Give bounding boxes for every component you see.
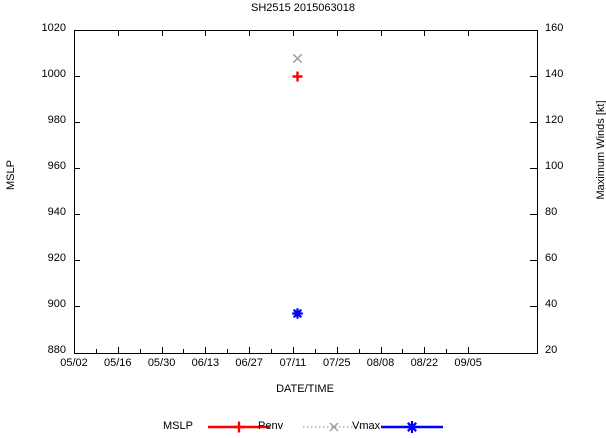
x-axis-minor-tick (271, 349, 273, 353)
x-axis-tick-label: 08/22 (410, 357, 439, 369)
y-axis-tick-label: 980 (47, 114, 66, 126)
y2-axis-tick-label: 60 (545, 252, 558, 264)
legend-label: Vmax (352, 420, 381, 432)
x-axis-tick (74, 347, 75, 353)
x-axis-tick (117, 347, 119, 353)
y-axis-tick (74, 76, 80, 77)
y2-axis-tick-label: 20 (545, 344, 558, 356)
y2-axis-tick (531, 122, 537, 123)
y-axis-tick (74, 122, 80, 123)
y2-axis-tick-label: 140 (545, 68, 564, 80)
x-axis-tick-top (468, 30, 470, 36)
x-axis-tick-top (117, 30, 119, 36)
x-axis-tick-top (292, 30, 294, 36)
x-axis-minor-tick (402, 349, 404, 353)
x-axis-tick-label: 06/13 (191, 357, 220, 369)
y2-axis-tick-label: 120 (545, 114, 564, 126)
y-axis-tick-label: 880 (47, 344, 66, 356)
legend-label: MSLP (163, 420, 193, 432)
x-axis-tick-label: 05/02 (60, 357, 88, 369)
y-axis-tick (74, 214, 80, 215)
legend-swatch-cross-icon (303, 418, 365, 436)
x-axis-tick-label: 09/05 (454, 357, 482, 369)
x-axis-tick (468, 347, 470, 353)
x-axis-tick-top (161, 30, 163, 36)
y-axis-tick-label: 1000 (41, 68, 66, 80)
x-axis-tick-top (74, 30, 75, 36)
y-axis-title: MSLP (5, 160, 17, 190)
x-axis-minor-tick (183, 349, 185, 353)
y2-axis-tick (531, 168, 537, 169)
x-axis-tick-label: 05/16 (104, 357, 132, 369)
y2-axis-tick (531, 306, 537, 307)
legend-swatch-plus-icon (208, 418, 270, 436)
x-axis-tick (161, 347, 163, 353)
x-axis-tick-top (336, 30, 338, 36)
y-axis-tick-label: 960 (47, 160, 66, 172)
chart-legend: MSLP Penv Vmax (0, 418, 606, 438)
x-axis-tick-top (380, 30, 382, 36)
x-axis-minor-tick (314, 349, 316, 353)
y-axis-tick-label: 1020 (41, 22, 66, 34)
legend-swatch-star-icon (381, 418, 443, 436)
y-axis-tick-label: 940 (47, 206, 66, 218)
plot-area (74, 30, 538, 354)
x-axis-minor-tick (358, 349, 360, 353)
x-axis-tick-label: 05/30 (147, 357, 176, 369)
x-axis-minor-tick (95, 349, 97, 353)
x-axis-minor-tick (446, 349, 448, 353)
y2-axis-tick (531, 260, 537, 261)
y2-axis-tick (531, 76, 537, 77)
x-axis-tick-top (249, 30, 251, 36)
y-axis-tick-label: 920 (47, 252, 66, 264)
legend-label: Penv (258, 420, 284, 432)
x-axis-title: DATE/TIME (276, 383, 334, 395)
chart-title: SH2515 2015063018 (251, 2, 355, 14)
y2-axis-tick-label: 40 (545, 298, 558, 310)
y-axis-tick (74, 260, 80, 261)
x-axis-tick (424, 347, 426, 353)
y2-axis-tick-label: 160 (545, 22, 564, 34)
x-axis-tick (380, 347, 382, 353)
x-axis-tick-top (424, 30, 426, 36)
x-axis-tick (205, 347, 207, 353)
y2-axis-tick (531, 214, 537, 215)
y-axis-tick (74, 306, 80, 307)
y-axis-tick-label: 900 (47, 298, 66, 310)
x-axis-tick-label: 06/27 (235, 357, 263, 369)
y2-axis-tick-label: 80 (545, 206, 558, 218)
y2-axis-title: Maximum Winds [kt] (595, 100, 606, 200)
x-axis-tick (336, 347, 338, 353)
x-axis-tick-label: 08/08 (366, 357, 395, 369)
x-axis-tick-label: 07/11 (279, 357, 307, 369)
y2-axis-tick-label: 100 (545, 160, 564, 172)
x-axis-tick (249, 347, 251, 353)
y-axis-tick (74, 168, 80, 169)
x-axis-tick (292, 347, 294, 353)
x-axis-minor-tick (139, 349, 141, 353)
x-axis-tick-label: 07/25 (322, 357, 351, 369)
x-axis-minor-tick (227, 349, 229, 353)
x-axis-tick-top (205, 30, 207, 36)
